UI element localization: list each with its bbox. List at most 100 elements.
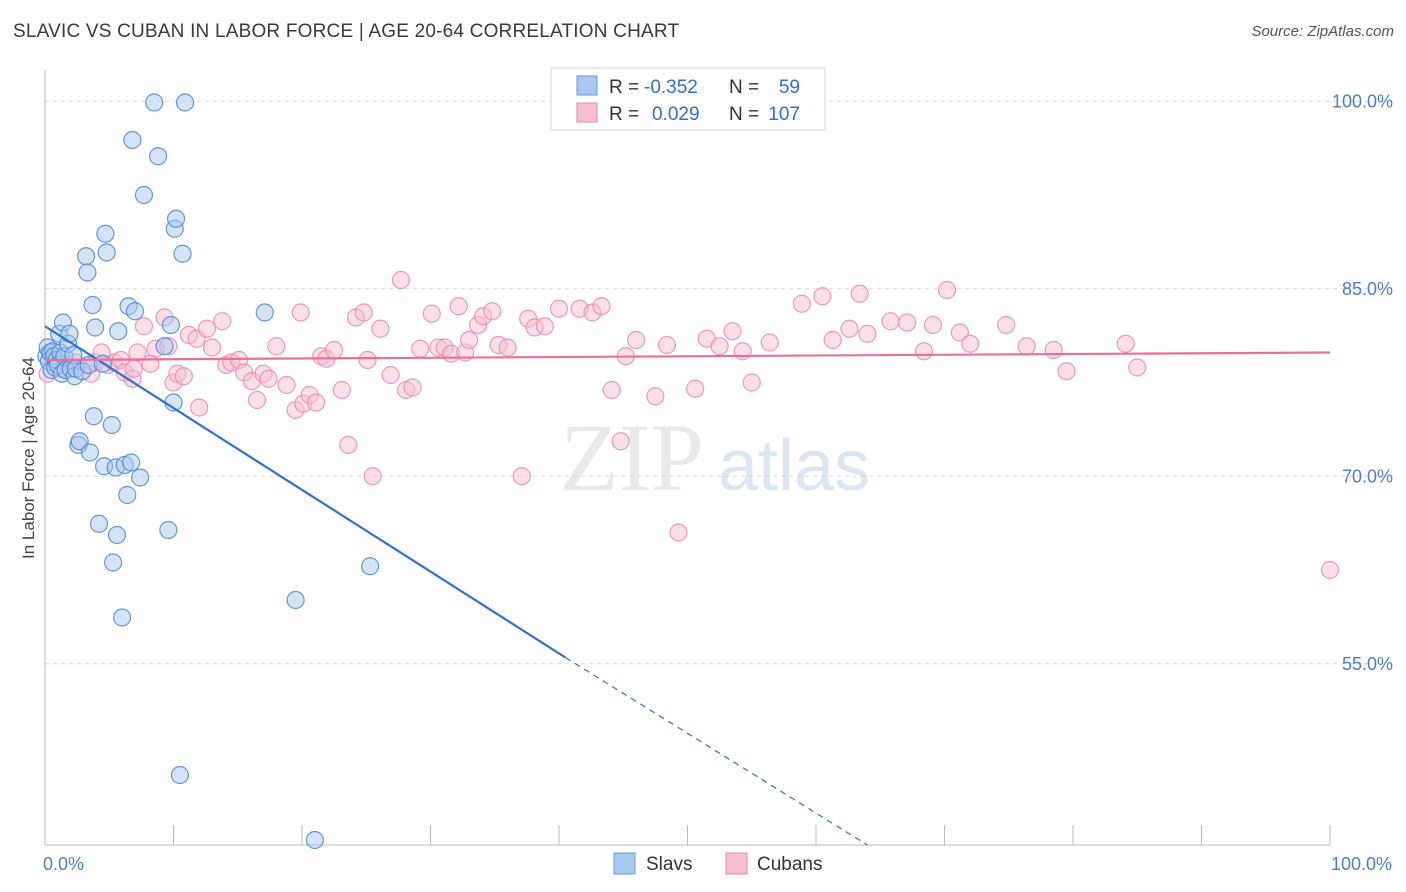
slavs-trend-extension (565, 656, 868, 846)
cubans-point (723, 322, 742, 341)
cubans-point (483, 302, 502, 321)
cubans-point (459, 330, 479, 350)
cubans-r-value: 0.029 (652, 104, 700, 125)
slavs-point (166, 209, 186, 228)
cubans-trend-line (44, 351, 1331, 362)
cubans-point (449, 297, 468, 316)
cubans-point (937, 280, 957, 300)
cubans-point (710, 337, 729, 356)
cubans-point (339, 435, 358, 455)
cubans-point (267, 337, 286, 356)
cubans-point (914, 342, 934, 361)
slavs-point (305, 830, 324, 850)
cubans-point (923, 315, 943, 335)
cubans-point (411, 339, 430, 358)
slavs-point (104, 553, 123, 572)
slavs-point (70, 432, 89, 451)
cubans-point (381, 365, 400, 385)
cubans-point (197, 319, 217, 338)
cubans-point (686, 379, 705, 398)
cubans-point (391, 270, 411, 290)
cubans-point (512, 467, 531, 486)
cubans-point (1017, 337, 1036, 356)
cubans-point (498, 338, 517, 357)
y-tick-label: 100.0% (1332, 91, 1393, 111)
slavs-point (121, 453, 141, 472)
cubans-point (611, 432, 630, 451)
cubans-point (291, 303, 310, 322)
cubans-n-label: N = (729, 104, 759, 125)
slavs-point (161, 315, 181, 335)
cubans-point (549, 299, 569, 318)
cubans-point (134, 317, 154, 336)
cubans-point (174, 367, 193, 386)
cubans-point (961, 334, 980, 353)
slavs-point (86, 318, 105, 337)
slavs-point (89, 514, 109, 533)
x-tick-label: 0.0% (43, 854, 84, 874)
cubans-point (646, 387, 665, 406)
slavs-point (84, 407, 103, 426)
slavs-n-value: 59 (779, 77, 800, 98)
legend-cubans-label[interactable]: Cubans (757, 854, 823, 875)
stats-legend: R = -0.352 N = 59 R = 0.029 N = 107 (550, 67, 826, 131)
watermark-zip: ZIP (560, 404, 704, 511)
slavs-point (109, 322, 128, 341)
slavs-point (78, 263, 97, 282)
cubans-point (535, 317, 554, 336)
cubans-n-value: 107 (768, 104, 800, 125)
cubans-point (850, 284, 869, 303)
slavs-point (118, 485, 137, 505)
cubans-point (742, 373, 761, 392)
watermark-atlas: atlas (718, 426, 870, 506)
cubans-point (332, 380, 351, 400)
cubans-point (997, 315, 1016, 335)
slavs-swatch (576, 75, 598, 96)
slavs-point (130, 468, 150, 487)
cubans-point (950, 323, 970, 342)
slavs-point (83, 295, 102, 315)
trend-lines (44, 325, 1331, 846)
slavs-point (175, 93, 195, 112)
slavs-trend-line (44, 325, 567, 659)
cubans-point (1320, 560, 1340, 580)
cubans-point (403, 378, 422, 397)
cubans-point (1128, 358, 1147, 377)
slavs-r-label: R = (609, 77, 639, 98)
slavs-point (134, 185, 154, 205)
data-points (37, 93, 1340, 850)
cubans-point (760, 333, 779, 352)
slavs-point (148, 147, 168, 166)
cubans-point (325, 340, 344, 360)
legend-cubans-swatch[interactable] (725, 852, 748, 875)
cubans-point (792, 294, 811, 313)
slavs-point (80, 443, 100, 462)
slavs-r-value: -0.352 (644, 77, 698, 98)
cubans-point (626, 330, 646, 350)
x-tick-label: 100.0% (1331, 854, 1392, 874)
watermark: ZIP atlas (560, 404, 870, 511)
cubans-point (247, 390, 267, 410)
cubans-point (371, 319, 390, 338)
source-credit: Source: ZipAtlas.com (1251, 23, 1394, 40)
slavs-point (123, 130, 142, 150)
slavs-point (102, 415, 121, 435)
cubans-point (307, 393, 326, 412)
slavs-point (173, 244, 192, 263)
cubans-point (733, 342, 752, 361)
cubans-point (1057, 362, 1076, 381)
legend-slavs-label[interactable]: Slavs (646, 854, 692, 875)
cubans-point (1044, 340, 1063, 360)
cubans-point (213, 312, 232, 331)
cubans-point (124, 359, 143, 378)
slavs-point (361, 557, 380, 576)
cubans-point (657, 335, 677, 355)
cubans-point (813, 287, 832, 306)
slavs-point (255, 303, 274, 322)
legend-slavs-swatch[interactable] (613, 852, 636, 875)
y-tick-label: 85.0% (1342, 279, 1393, 299)
slavs-point (107, 525, 127, 545)
slavs-point (145, 93, 164, 112)
cubans-point (858, 324, 877, 343)
